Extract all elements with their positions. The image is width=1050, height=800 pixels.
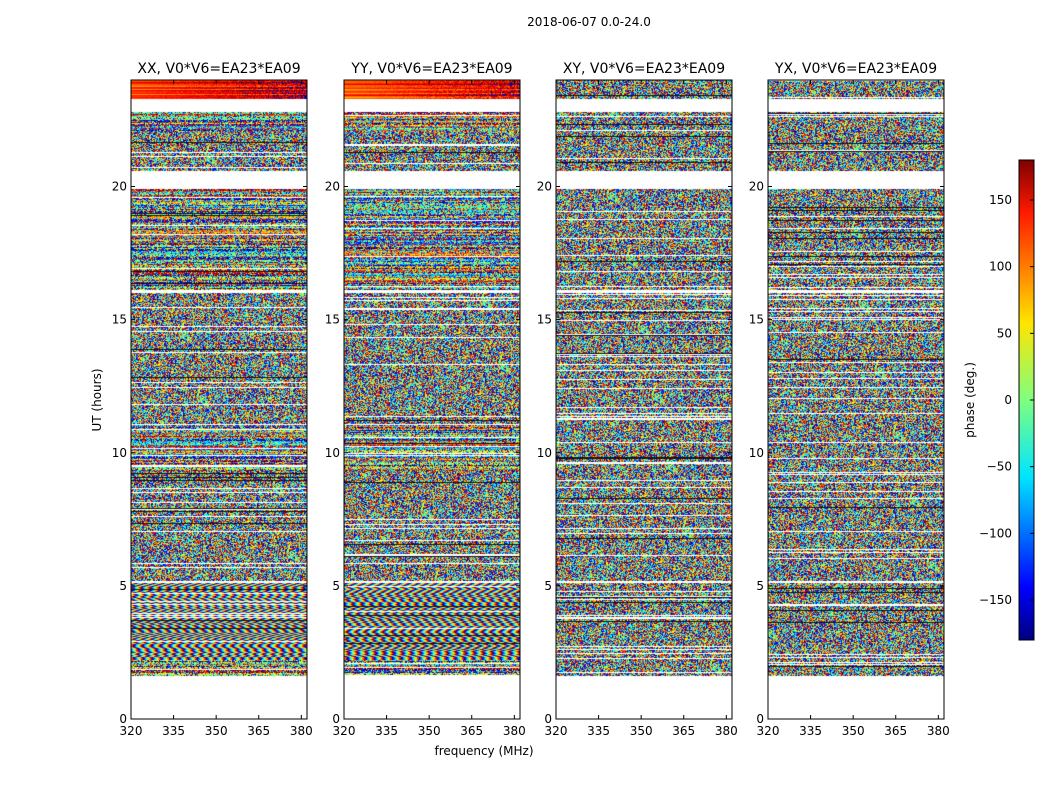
x-tick-label: 320 bbox=[757, 724, 780, 738]
y-tick-label: 20 bbox=[325, 180, 340, 194]
y-tick-label: 10 bbox=[325, 446, 340, 460]
panel-3: YX, V0*V6=EA23*EA09 320 335 350 365 380 0 5 10 15… bbox=[749, 61, 950, 738]
panel-0: XX, V0*V6=EA23*EA09 320 335 350 365 380 0 5 10 15… bbox=[112, 61, 313, 738]
x-tick-label: 335 bbox=[587, 724, 610, 738]
colorbar-tick-label: 50 bbox=[997, 326, 1012, 340]
y-tick-label: 0 bbox=[544, 712, 552, 726]
colorbar-tick-label: 150 bbox=[989, 193, 1012, 207]
panel-0-frame bbox=[130, 79, 308, 720]
x-tick-label: 335 bbox=[375, 724, 398, 738]
x-tick-label: 365 bbox=[247, 724, 270, 738]
y-tick-label: 20 bbox=[537, 180, 552, 194]
panel-2-title: XY, V0*V6=EA23*EA09 bbox=[563, 61, 725, 77]
panel-2-raster bbox=[556, 80, 732, 719]
colorbar-tick-label: −50 bbox=[987, 460, 1012, 474]
colorbar-tick-label: −100 bbox=[979, 526, 1012, 540]
colorbar-label: phase (deg.) bbox=[963, 362, 977, 438]
panel-1-frame bbox=[343, 79, 521, 720]
y-tick-label: 10 bbox=[749, 446, 764, 460]
y-tick-label: 10 bbox=[112, 446, 127, 460]
x-tick-label: 380 bbox=[927, 724, 950, 738]
x-tick-label: 380 bbox=[503, 724, 526, 738]
panel-3-title: YX, V0*V6=EA23*EA09 bbox=[774, 61, 937, 77]
figure-suptitle: 2018-06-07 0.0-24.0 bbox=[527, 15, 651, 29]
panel-2-frame bbox=[555, 79, 733, 720]
y-tick-label: 20 bbox=[749, 180, 764, 194]
x-tick-label: 350 bbox=[418, 724, 441, 738]
colorbar-ticks: −150 −100 −50 0 50 100 150 bbox=[979, 193, 1034, 607]
y-tick-label: 5 bbox=[756, 579, 764, 593]
x-axis-label: frequency (MHz) bbox=[434, 744, 533, 758]
y-tick-label: 5 bbox=[332, 579, 340, 593]
panels: XX, V0*V6=EA23*EA09 320 335 350 365 380 0 5 10 15… bbox=[112, 61, 950, 738]
x-tick-label: 380 bbox=[290, 724, 313, 738]
y-tick-label: 5 bbox=[119, 579, 127, 593]
panel-0-title: XX, V0*V6=EA23*EA09 bbox=[137, 61, 300, 77]
x-tick-label: 365 bbox=[672, 724, 695, 738]
x-tick-label: 335 bbox=[162, 724, 185, 738]
colorbar-tick-label: −150 bbox=[979, 593, 1012, 607]
panel-3-frame bbox=[767, 79, 945, 720]
panel-1: YY, V0*V6=EA23*EA09 320 335 350 365 380 0 5 10 15… bbox=[325, 61, 526, 738]
y-tick-label: 15 bbox=[749, 313, 764, 327]
y-axis-label: UT (hours) bbox=[90, 368, 104, 431]
x-tick-label: 320 bbox=[120, 724, 143, 738]
panel-0-raster bbox=[131, 80, 307, 719]
x-tick-label: 365 bbox=[460, 724, 483, 738]
x-tick-label: 380 bbox=[715, 724, 738, 738]
colorbar-tick-label: 0 bbox=[1004, 393, 1012, 407]
y-tick-label: 5 bbox=[544, 579, 552, 593]
x-tick-label: 320 bbox=[333, 724, 356, 738]
y-tick-label: 0 bbox=[756, 712, 764, 726]
panel-2: XY, V0*V6=EA23*EA09 320 335 350 365 380 0 5 10 15… bbox=[537, 61, 738, 738]
y-tick-label: 20 bbox=[112, 180, 127, 194]
y-tick-label: 10 bbox=[537, 446, 552, 460]
y-tick-label: 15 bbox=[325, 313, 340, 327]
x-tick-label: 350 bbox=[842, 724, 865, 738]
panel-1-raster bbox=[344, 80, 520, 719]
y-tick-label: 15 bbox=[112, 313, 127, 327]
colorbar: −150 −100 −50 0 50 100 150 phase (deg.) bbox=[963, 159, 1035, 641]
panel-1-title: YY, V0*V6=EA23*EA09 bbox=[350, 61, 512, 77]
x-tick-label: 350 bbox=[630, 724, 653, 738]
y-tick-label: 0 bbox=[332, 712, 340, 726]
x-tick-label: 365 bbox=[884, 724, 907, 738]
x-tick-label: 350 bbox=[205, 724, 228, 738]
y-tick-label: 0 bbox=[119, 712, 127, 726]
x-tick-label: 335 bbox=[799, 724, 822, 738]
y-tick-label: 15 bbox=[537, 313, 552, 327]
panel-3-raster bbox=[768, 80, 944, 719]
x-tick-label: 320 bbox=[545, 724, 568, 738]
colorbar-tick-label: 100 bbox=[989, 260, 1012, 274]
